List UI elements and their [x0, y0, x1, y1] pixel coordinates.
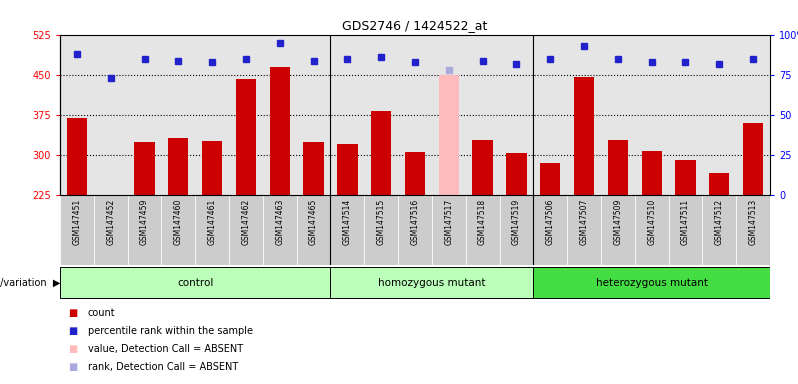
Text: GSM147515: GSM147515 — [377, 199, 385, 245]
Title: GDS2746 / 1424522_at: GDS2746 / 1424522_at — [342, 20, 488, 32]
Bar — [533, 35, 567, 195]
Bar — [702, 35, 737, 195]
Bar — [196, 195, 229, 265]
Bar — [196, 35, 229, 195]
Bar — [229, 195, 263, 265]
Text: GSM147512: GSM147512 — [715, 199, 724, 245]
Bar — [263, 35, 297, 195]
Text: ■: ■ — [68, 362, 77, 372]
Text: ■: ■ — [68, 344, 77, 354]
Bar — [506, 153, 527, 195]
Bar — [338, 144, 358, 195]
Bar — [303, 142, 324, 195]
Text: ■: ■ — [68, 308, 77, 318]
Text: control: control — [177, 278, 213, 288]
Bar — [574, 76, 595, 195]
Text: value, Detection Call = ABSENT: value, Detection Call = ABSENT — [88, 344, 243, 354]
Bar — [168, 138, 188, 195]
Bar — [364, 35, 398, 195]
Bar — [297, 35, 330, 195]
Bar — [533, 267, 770, 298]
Text: ■: ■ — [68, 326, 77, 336]
Bar — [737, 35, 770, 195]
Text: GSM147463: GSM147463 — [275, 199, 284, 245]
Bar — [134, 142, 155, 195]
Text: genotype/variation  ▶: genotype/variation ▶ — [0, 278, 60, 288]
Text: GSM147516: GSM147516 — [410, 199, 420, 245]
Text: percentile rank within the sample: percentile rank within the sample — [88, 326, 253, 336]
Bar — [533, 195, 567, 265]
Text: GSM147506: GSM147506 — [546, 199, 555, 245]
Text: GSM147451: GSM147451 — [73, 199, 81, 245]
Bar — [540, 163, 560, 195]
Text: GSM147461: GSM147461 — [207, 199, 216, 245]
Bar — [702, 195, 737, 265]
Text: GSM147513: GSM147513 — [749, 199, 757, 245]
Bar — [161, 35, 196, 195]
Bar — [737, 195, 770, 265]
Text: homozygous mutant: homozygous mutant — [378, 278, 486, 288]
Text: GSM147507: GSM147507 — [579, 199, 589, 245]
Bar — [601, 195, 634, 265]
Bar — [743, 123, 763, 195]
Bar — [709, 172, 729, 195]
Text: GSM147514: GSM147514 — [343, 199, 352, 245]
Bar — [669, 195, 702, 265]
Text: GSM147511: GSM147511 — [681, 199, 690, 245]
Text: heterozygous mutant: heterozygous mutant — [595, 278, 708, 288]
Bar — [128, 195, 161, 265]
Bar — [439, 75, 459, 195]
Bar — [263, 195, 297, 265]
Bar — [67, 118, 87, 195]
Bar — [634, 35, 669, 195]
Text: GSM147452: GSM147452 — [106, 199, 115, 245]
Bar — [601, 35, 634, 195]
Bar — [634, 195, 669, 265]
Bar — [398, 35, 432, 195]
Bar — [398, 195, 432, 265]
Text: GSM147462: GSM147462 — [242, 199, 251, 245]
Bar — [297, 195, 330, 265]
Bar — [270, 67, 290, 195]
Bar — [330, 195, 364, 265]
Bar — [642, 151, 662, 195]
Text: GSM147518: GSM147518 — [478, 199, 487, 245]
Bar — [500, 35, 533, 195]
Text: GSM147510: GSM147510 — [647, 199, 656, 245]
Bar — [608, 140, 628, 195]
Bar — [94, 35, 128, 195]
Text: GSM147460: GSM147460 — [174, 199, 183, 245]
Bar — [229, 35, 263, 195]
Bar — [432, 195, 466, 265]
Bar — [432, 35, 466, 195]
Text: GSM147517: GSM147517 — [444, 199, 453, 245]
Bar — [94, 195, 128, 265]
Bar — [236, 79, 256, 195]
Bar — [60, 35, 94, 195]
Bar — [330, 35, 364, 195]
Bar — [202, 141, 223, 195]
Bar — [567, 35, 601, 195]
Text: GSM147519: GSM147519 — [512, 199, 521, 245]
Bar — [128, 35, 161, 195]
Text: count: count — [88, 308, 116, 318]
Text: rank, Detection Call = ABSENT: rank, Detection Call = ABSENT — [88, 362, 238, 372]
Bar — [405, 152, 425, 195]
Bar — [364, 195, 398, 265]
Bar — [60, 195, 94, 265]
Bar — [60, 267, 330, 298]
Bar — [567, 195, 601, 265]
Bar — [500, 195, 533, 265]
Bar — [466, 35, 500, 195]
Bar — [675, 161, 696, 195]
Text: GSM147459: GSM147459 — [140, 199, 149, 245]
Bar — [330, 267, 533, 298]
Text: GSM147465: GSM147465 — [309, 199, 318, 245]
Bar — [669, 35, 702, 195]
Bar — [466, 195, 500, 265]
Text: GSM147509: GSM147509 — [614, 199, 622, 245]
Bar — [371, 111, 391, 195]
Bar — [472, 140, 492, 195]
Bar — [161, 195, 196, 265]
